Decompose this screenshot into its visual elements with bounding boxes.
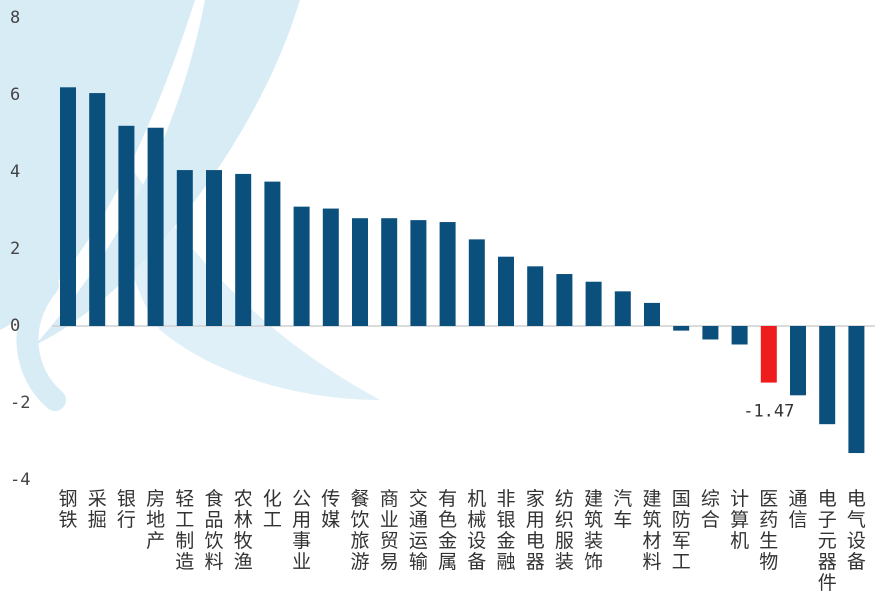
bar <box>614 291 631 326</box>
x-tick-label: 国防军工 <box>672 488 691 573</box>
y-tick-label: -4 <box>10 470 30 490</box>
x-tick-label: 银行 <box>117 488 136 531</box>
x-tick-label: 建筑材料 <box>642 488 661 573</box>
bar <box>819 326 836 425</box>
bar <box>527 266 544 326</box>
y-tick-label: 8 <box>10 8 20 28</box>
x-tick-label: 纺织服装 <box>555 488 574 573</box>
y-tick-label: 2 <box>10 239 20 259</box>
bar <box>60 87 76 326</box>
x-tick-label: 食品饮料 <box>204 488 223 573</box>
x-tick-label: 电子元器件 <box>818 488 837 594</box>
y-axis: 8 6 4 2 0 -2 -4 <box>10 8 30 490</box>
x-tick-label: 综合 <box>701 488 720 531</box>
x-tick-label: 医药生物 <box>759 488 778 573</box>
bar <box>702 326 719 340</box>
watermark-shape-curve <box>16 274 66 411</box>
bar <box>790 326 806 396</box>
x-tick-label: 计算机 <box>730 488 749 552</box>
x-tick-label: 房地产 <box>146 488 165 552</box>
x-tick-label: 通信 <box>788 488 807 531</box>
x-tick-label: 传媒 <box>321 488 340 531</box>
data-label: -1.47 <box>743 402 794 422</box>
x-tick-label: 家用电器 <box>526 488 545 573</box>
bar <box>673 326 690 331</box>
bar <box>498 256 514 326</box>
watermark-shape-arc <box>118 150 380 400</box>
y-tick-label: 0 <box>10 316 20 336</box>
x-tick-label: 商业贸易 <box>380 488 399 573</box>
bar <box>439 222 456 326</box>
bars-group <box>60 87 865 454</box>
y-tick-label: 4 <box>10 162 20 182</box>
bar <box>731 326 748 345</box>
bar <box>381 218 398 326</box>
bar <box>352 218 368 326</box>
bar <box>585 281 602 326</box>
bar <box>147 127 164 326</box>
y-tick-label: 6 <box>10 85 20 105</box>
x-tick-label: 有色金属 <box>438 488 457 573</box>
bar <box>293 206 310 326</box>
bar <box>468 239 485 326</box>
bar <box>322 208 339 326</box>
y-tick-label: -2 <box>10 393 30 413</box>
bar <box>760 326 777 383</box>
x-tick-label: 非银金融 <box>496 488 515 573</box>
x-tick-label: 餐饮旅游 <box>350 488 369 573</box>
x-tick-label: 机械设备 <box>467 488 486 573</box>
x-tick-label: 化工 <box>263 488 282 531</box>
bar <box>206 170 222 326</box>
bar <box>264 181 281 326</box>
bar <box>644 302 660 326</box>
x-tick-label: 轻工制造 <box>175 488 194 573</box>
x-tick-label: 钢铁 <box>58 488 77 531</box>
bar <box>848 326 865 454</box>
bar <box>556 274 573 326</box>
x-tick-label: 建筑装饰 <box>584 488 603 573</box>
bar <box>118 125 135 326</box>
x-tick-label: 公用事业 <box>292 488 311 573</box>
x-tick-label: 交通运输 <box>409 488 428 573</box>
x-tick-label: 采掘 <box>88 488 107 531</box>
x-tick-label: 农林牧渔 <box>234 488 253 573</box>
x-tick-label: 汽车 <box>613 488 632 531</box>
data-labels: -1.47 <box>743 402 794 422</box>
bar <box>89 93 106 326</box>
x-axis: 钢铁采掘银行房地产轻工制造食品饮料农林牧渔化工公用事业传媒餐饮旅游商业贸易交通运… <box>58 488 865 594</box>
x-tick-label: 电气设备 <box>847 488 866 573</box>
bar <box>410 220 427 326</box>
bar <box>235 173 252 326</box>
bar <box>176 170 193 326</box>
